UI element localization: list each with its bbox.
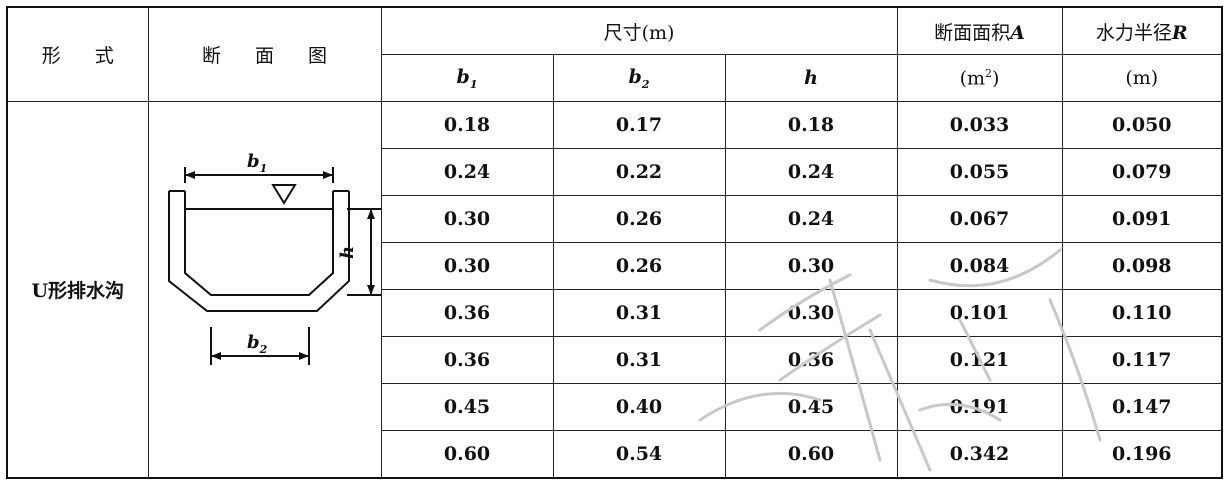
water-level-triangle-icon <box>270 184 297 205</box>
cell-radius: 0.079 <box>1061 148 1223 196</box>
cell-area: 0.055 <box>896 148 1063 196</box>
cell-b1: 0.18 <box>380 101 554 149</box>
header-radius-unit: (m) <box>1061 54 1223 102</box>
cell-h: 0.60 <box>724 430 898 479</box>
h-arrow-bottom-icon <box>366 285 375 295</box>
cell-h: 0.24 <box>724 195 898 243</box>
b1-label: b1 <box>247 151 267 175</box>
cell-b2: 0.31 <box>552 289 726 337</box>
cell-b2: 0.40 <box>552 383 726 431</box>
dimension-table: 形 式 断 面 图 尺寸(m) 断面面积A 水力半径R b1 b2 h (m2)… <box>6 6 1224 479</box>
h-label: h <box>337 246 358 259</box>
b1-arrow-left-icon <box>184 171 195 179</box>
cell-b2: 0.26 <box>552 195 726 243</box>
cell-h: 0.36 <box>724 336 898 384</box>
cell-area: 0.033 <box>896 101 1063 149</box>
cell-radius: 0.147 <box>1061 383 1223 431</box>
cell-b1: 0.36 <box>380 336 554 384</box>
cell-h: 0.24 <box>724 148 898 196</box>
cell-area: 0.342 <box>896 430 1063 479</box>
cell-area: 0.121 <box>896 336 1063 384</box>
cell-area: 0.084 <box>896 242 1063 290</box>
h-arrow-top-icon <box>366 209 375 219</box>
cell-b2: 0.17 <box>552 101 726 149</box>
channel-inner-wall <box>183 191 334 296</box>
header-h: h <box>724 54 898 102</box>
cell-b2: 0.54 <box>552 430 726 479</box>
cell-h: 0.45 <box>724 383 898 431</box>
cell-b1: 0.45 <box>380 383 554 431</box>
table-row: 0.30 0.26 0.24 0.067 0.091 <box>7 195 1223 243</box>
cell-radius: 0.098 <box>1061 242 1223 290</box>
cell-radius: 0.091 <box>1061 195 1223 243</box>
header-area-unit: (m2) <box>896 54 1063 102</box>
header-section: 断 面 图 <box>147 6 382 102</box>
header-radius: 水力半径R <box>1061 6 1223 55</box>
cell-radius: 0.196 <box>1061 430 1223 479</box>
u-channel-diagram: b1 b2 h <box>167 151 381 365</box>
cell-area: 0.067 <box>896 195 1063 243</box>
cell-radius: 0.050 <box>1061 101 1223 149</box>
cell-b1: 0.60 <box>380 430 554 479</box>
header-b1: b1 <box>380 54 554 102</box>
cell-b2: 0.26 <box>552 242 726 290</box>
cell-area: 0.191 <box>896 383 1063 431</box>
b2-arrow-right-icon <box>298 352 309 360</box>
cell-area: 0.101 <box>896 289 1063 337</box>
cell-radius: 0.110 <box>1061 289 1223 337</box>
cell-b2: 0.31 <box>552 336 726 384</box>
cell-radius: 0.117 <box>1061 336 1223 384</box>
section-diagram-cell: b1 b2 h <box>147 101 382 479</box>
cell-h: 0.18 <box>724 101 898 149</box>
b2-label: b2 <box>247 332 268 356</box>
channel-outer-wall <box>167 191 350 312</box>
cell-b1: 0.36 <box>380 289 554 337</box>
header-area: 断面面积A <box>896 6 1063 55</box>
table-row: U形排水沟 <box>6 101 1223 479</box>
b1-arrow-right-icon <box>322 171 333 179</box>
cell-b2: 0.22 <box>552 148 726 196</box>
cell-h: 0.30 <box>724 289 898 337</box>
cell-b1: 0.24 <box>380 148 554 196</box>
header-dimensions: 尺寸(m) <box>380 6 898 55</box>
header-form: 形 式 <box>6 6 149 102</box>
cell-b1: 0.30 <box>380 195 554 243</box>
form-cell: U形排水沟 <box>6 101 149 479</box>
cell-h: 0.30 <box>724 242 898 290</box>
cell-b1: 0.30 <box>380 242 554 290</box>
header-b2: b2 <box>552 54 726 102</box>
b2-arrow-left-icon <box>210 352 221 360</box>
